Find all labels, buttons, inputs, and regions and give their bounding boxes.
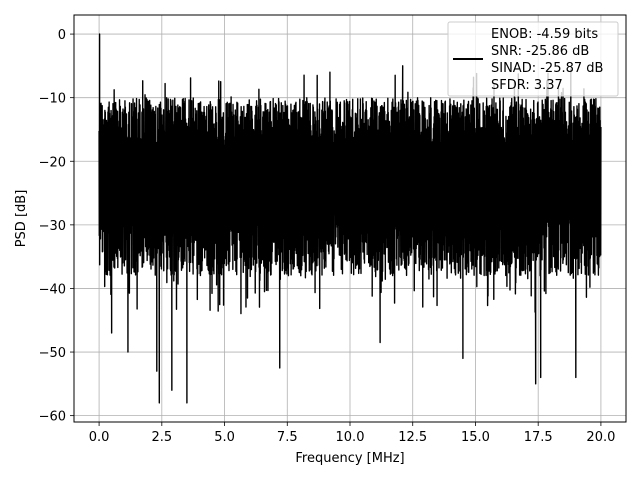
y-axis-ticks: 0 −10 −20 −30 −40 −50 −60 [39,28,74,425]
legend: ENOB: -4.59 bits SNR: -25.86 dB SINAD: -… [447,21,619,97]
x-tick-label: 17.5 [524,430,553,445]
x-tick-label: 7.5 [277,430,298,445]
legend-line-snr: SNR: -25.86 dB [491,44,589,59]
x-tick-label: 12.5 [398,430,427,445]
x-axis-label: Frequency [MHz] [295,451,404,466]
y-tick-label: −50 [39,346,66,361]
y-tick-label: −10 [39,92,66,107]
x-tick-label: 20.0 [586,430,615,445]
psd-trace [98,33,602,404]
legend-line-sfdr: SFDR: 3.37 [491,78,563,93]
legend-box [447,21,619,97]
x-tick-label: 10.0 [336,430,365,445]
y-tick-label: −40 [39,282,66,297]
legend-line-enob: ENOB: -4.59 bits [491,27,598,42]
y-axis-label: PSD [dB] [14,190,29,248]
x-tick-label: 2.5 [151,430,172,445]
y-tick-label: 0 [58,28,66,43]
psd-line [98,33,602,404]
x-tick-label: 15.0 [461,430,490,445]
x-tick-label: 5.0 [214,430,235,445]
y-tick-label: −20 [39,155,66,170]
x-tick-label: 0.0 [89,430,110,445]
legend-line-sinad: SINAD: -25.87 dB [491,61,603,76]
y-tick-label: −30 [39,219,66,234]
x-axis-ticks: 0.0 2.5 5.0 7.5 10.0 12.5 15.0 17.5 20.0 [89,422,615,445]
y-tick-label: −60 [39,410,66,425]
